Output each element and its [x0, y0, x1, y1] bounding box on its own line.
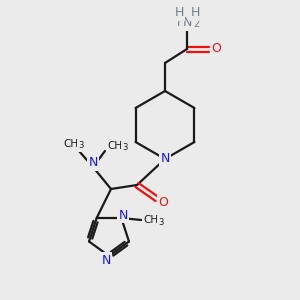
- Text: 3: 3: [159, 218, 164, 226]
- Text: CH: CH: [144, 215, 159, 225]
- Text: O: O: [211, 43, 221, 56]
- Text: N: N: [119, 208, 128, 221]
- Text: CH: CH: [107, 141, 123, 151]
- Text: NH: NH: [177, 16, 195, 28]
- Text: N: N: [160, 152, 170, 166]
- Text: O: O: [158, 196, 168, 209]
- Text: H: H: [190, 7, 200, 20]
- Text: 2: 2: [193, 19, 199, 29]
- Text: H: H: [174, 7, 184, 20]
- Text: N: N: [182, 16, 192, 29]
- Text: 3: 3: [122, 143, 128, 152]
- Text: N: N: [101, 254, 111, 266]
- Text: CH: CH: [63, 139, 79, 149]
- Text: 3: 3: [78, 142, 84, 151]
- Text: N: N: [88, 157, 98, 169]
